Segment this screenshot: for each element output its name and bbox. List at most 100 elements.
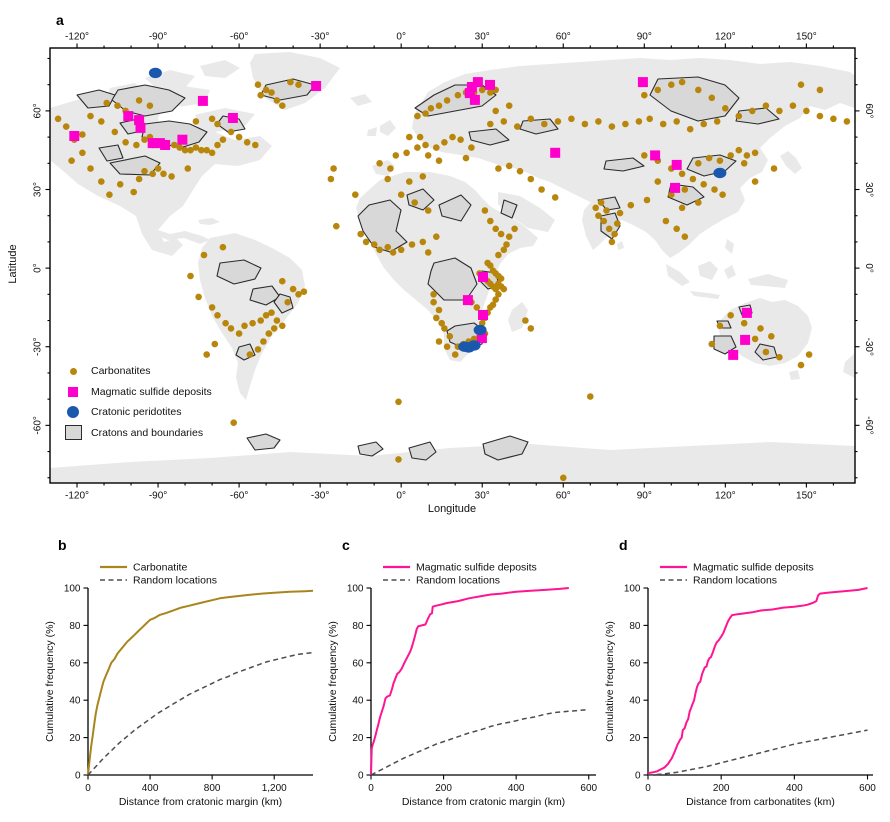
- svg-text:-60°: -60°: [230, 491, 248, 502]
- svg-text:100: 100: [64, 584, 81, 595]
- map-legend-item: Cratonic peridotites: [60, 402, 212, 423]
- svg-text:30°: 30°: [863, 182, 874, 197]
- map-xlabel: Longitude: [427, 503, 477, 515]
- svg-text:0: 0: [635, 771, 641, 782]
- svg-text:Cumulative frequency (%): Cumulative frequency (%): [604, 621, 616, 742]
- svg-text:0°: 0°: [33, 263, 44, 273]
- svg-text:30°: 30°: [475, 491, 490, 502]
- land-tasmania: [789, 370, 800, 380]
- svg-text:80: 80: [629, 621, 641, 632]
- arctic-islands: [200, 60, 240, 78]
- svg-text:Random locations: Random locations: [693, 575, 777, 587]
- map-legend-item: Magmatic sulfide deposits: [60, 382, 212, 403]
- svg-text:0: 0: [358, 771, 364, 782]
- svg-text:80: 80: [69, 621, 81, 632]
- craton: [246, 433, 281, 451]
- svg-text:40: 40: [69, 696, 81, 707]
- map-frame: [49, 47, 856, 484]
- land-iceland: [350, 94, 372, 106]
- land-arabia: [498, 192, 555, 232]
- svg-text:120°: 120°: [715, 32, 736, 43]
- land-britain: [380, 120, 396, 136]
- map-ylabel: Latitude: [7, 244, 19, 284]
- land-sulawesi: [724, 265, 736, 279]
- svg-text:30°: 30°: [475, 32, 490, 43]
- craton: [482, 435, 529, 461]
- svg-text:90°: 90°: [637, 491, 652, 502]
- svg-text:100: 100: [347, 584, 364, 595]
- svg-text:Distance from carbonatites (km: Distance from carbonatites (km): [686, 796, 835, 808]
- svg-text:1,200: 1,200: [262, 783, 287, 794]
- map-legend-label: Carbonatites: [91, 365, 151, 378]
- craton: [649, 76, 740, 122]
- craton: [500, 199, 518, 219]
- land-korea: [749, 161, 761, 175]
- svg-text:20: 20: [69, 733, 81, 744]
- map-legend-item: Cratons and boundaries: [60, 423, 212, 444]
- svg-text:-30°: -30°: [33, 338, 44, 356]
- dot-legend-swatch: [69, 367, 77, 375]
- land-south-america: [198, 233, 305, 400]
- panel-label-a: a: [56, 12, 64, 28]
- land-japan: [780, 151, 802, 174]
- land-new-zealand: [843, 354, 855, 378]
- circle-legend-swatch: [67, 406, 79, 419]
- panel-label-c: c: [342, 537, 350, 553]
- craton: [98, 144, 124, 162]
- svg-text:-120°: -120°: [65, 491, 89, 502]
- land-sumatra: [666, 264, 690, 286]
- svg-text:0°: 0°: [396, 32, 406, 43]
- svg-text:800: 800: [204, 783, 221, 794]
- svg-text:-60°: -60°: [33, 416, 44, 434]
- svg-text:0°: 0°: [863, 263, 874, 273]
- svg-text:-90°: -90°: [149, 32, 167, 43]
- map-legend-label: Magmatic sulfide deposits: [91, 385, 212, 398]
- series-magmatic-sulfide-deposits: [370, 587, 569, 776]
- chart-sulfides-vs-carbonatites: 0 20 40 60 80 100 0 200 400 600 Distance from carb…: [604, 562, 876, 809]
- craton: [357, 199, 408, 253]
- svg-text:-30°: -30°: [863, 338, 874, 356]
- craton: [273, 293, 294, 314]
- square-legend-swatch: [68, 386, 78, 397]
- svg-text:60: 60: [352, 658, 364, 669]
- svg-text:0: 0: [75, 771, 81, 782]
- svg-text:30°: 30°: [33, 182, 44, 197]
- svg-text:-60°: -60°: [230, 32, 248, 43]
- map-markers: [54, 67, 851, 482]
- craton: [735, 107, 780, 125]
- svg-text:0: 0: [368, 783, 374, 794]
- svg-text:400: 400: [508, 783, 525, 794]
- svg-text:-90°: -90°: [149, 491, 167, 502]
- svg-text:400: 400: [142, 783, 159, 794]
- svg-text:60°: 60°: [556, 491, 571, 502]
- series-carbonatite: [87, 589, 314, 776]
- craton: [519, 118, 559, 135]
- land-ireland: [367, 127, 377, 136]
- craton: [216, 259, 262, 285]
- svg-text:Magmatic sulfide deposits: Magmatic sulfide deposits: [693, 562, 814, 574]
- svg-text:200: 200: [435, 783, 452, 794]
- svg-text:Cumulative frequency (%): Cumulative frequency (%): [44, 621, 56, 742]
- map-legend-label: Cratonic peridotites: [91, 406, 182, 419]
- svg-text:150°: 150°: [796, 32, 817, 43]
- svg-text:Random locations: Random locations: [133, 575, 217, 587]
- craton: [603, 157, 645, 172]
- land-new-guinea: [748, 274, 788, 288]
- series-random-locations: [87, 651, 314, 776]
- land-java: [690, 291, 720, 299]
- svg-text:80: 80: [352, 621, 364, 632]
- svg-text:-30°: -30°: [311, 32, 329, 43]
- svg-text:0°: 0°: [396, 491, 406, 502]
- land-sri-lanka: [617, 241, 624, 250]
- svg-text:40: 40: [629, 696, 641, 707]
- land-madagascar: [508, 302, 528, 332]
- svg-text:400: 400: [786, 783, 803, 794]
- map-legend: Carbonatites Magmatic sulfide deposits Cra…: [60, 361, 212, 443]
- svg-text:Distance from cratonic margin: Distance from cratonic margin (km): [119, 796, 282, 808]
- svg-text:20: 20: [629, 733, 641, 744]
- svg-text:600: 600: [580, 783, 597, 794]
- craton: [357, 441, 384, 457]
- map-axes: -120° -120° -90° -90° -60° -60° -30° -30° 0° 0° 30…: [33, 32, 875, 502]
- craton: [249, 285, 281, 306]
